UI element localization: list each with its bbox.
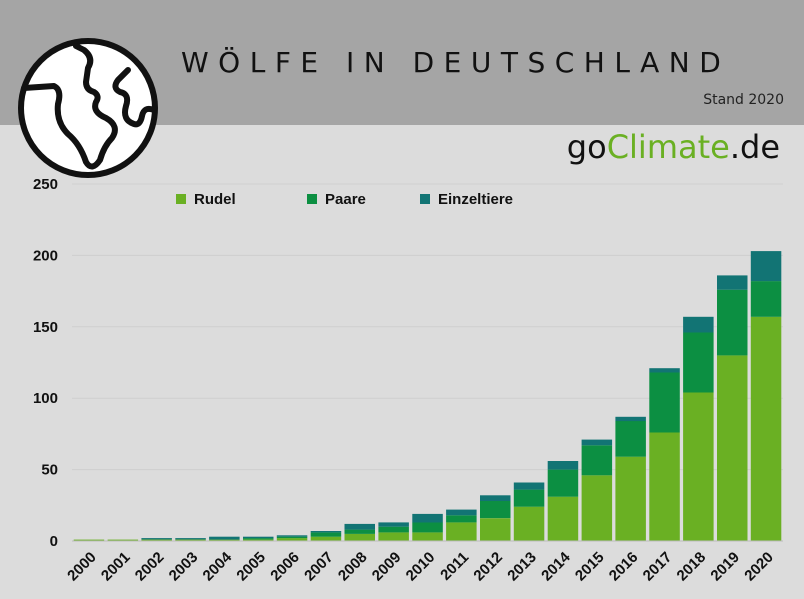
- chart-title: WÖLFE IN DEUTSCHLAND: [181, 46, 731, 79]
- bar-einzeltiere-2014: [547, 461, 579, 470]
- x-tick-2019: 2019: [707, 549, 743, 585]
- bar-rudel-2001: [107, 539, 139, 541]
- bar-rudel-2017: [649, 432, 680, 541]
- bar-rudel-2009: [378, 532, 409, 541]
- bar-einzeltiere-2004: [209, 536, 240, 540]
- x-tick-2001: 2001: [98, 549, 134, 585]
- brand-go: go: [566, 128, 607, 166]
- bar-rudel-2000: [73, 539, 105, 541]
- bar-paare-2020: [750, 281, 782, 317]
- bar-einzeltiere-2016: [615, 416, 646, 422]
- x-tick-2013: 2013: [504, 549, 540, 585]
- bar-paare-2016: [615, 421, 646, 457]
- bar-einzeltiere-2013: [513, 482, 545, 490]
- x-tick-2017: 2017: [640, 549, 676, 585]
- legend-swatch-einzeltiere: [420, 194, 430, 204]
- bar-rudel-2010: [412, 532, 443, 541]
- x-tick-2018: 2018: [674, 549, 710, 585]
- bar-paare-2006: [276, 536, 308, 539]
- bar-einzeltiere-2007: [310, 531, 342, 533]
- bar-rudel-2014: [547, 496, 579, 541]
- x-tick-2008: 2008: [335, 549, 371, 585]
- bar-paare-2019: [717, 289, 748, 356]
- x-tick-2003: 2003: [166, 549, 202, 585]
- bar-einzeltiere-2017: [649, 368, 680, 373]
- bar-einzeltiere-2010: [412, 513, 443, 523]
- x-tick-2002: 2002: [132, 549, 168, 585]
- legend-label-paare: Paare: [325, 191, 366, 208]
- y-tick-100: 100: [33, 390, 58, 407]
- x-tick-2000: 2000: [64, 549, 100, 585]
- bar-einzeltiere-2018: [683, 316, 714, 333]
- x-tick-2014: 2014: [538, 548, 574, 584]
- bar-rudel-2008: [344, 533, 375, 541]
- bar-paare-2005: [243, 538, 274, 540]
- x-tick-2010: 2010: [403, 549, 439, 585]
- y-tick-200: 200: [33, 247, 58, 264]
- x-tick-2020: 2020: [741, 549, 777, 585]
- bar-rudel-2002: [141, 539, 172, 541]
- bar-rudel-2005: [243, 539, 274, 541]
- legend-swatch-rudel: [176, 194, 186, 204]
- bar-rudel-2019: [717, 355, 748, 541]
- bar-paare-2010: [412, 522, 443, 533]
- legend-label-rudel: Rudel: [194, 191, 236, 208]
- bar-rudel-2011: [446, 522, 477, 541]
- bar-paare-2008: [344, 529, 375, 534]
- stand-label: Stand 2020: [703, 92, 784, 108]
- x-tick-2004: 2004: [200, 548, 236, 584]
- bar-rudel-2007: [310, 536, 342, 541]
- bar-paare-2007: [310, 532, 342, 537]
- x-tick-2012: 2012: [470, 549, 506, 585]
- bar-einzeltiere-2009: [378, 522, 409, 527]
- bar-rudel-2016: [615, 456, 646, 541]
- bar-rudel-2018: [683, 392, 714, 541]
- bar-paare-2015: [581, 445, 613, 476]
- bar-rudel-2003: [175, 539, 206, 541]
- bar-paare-2014: [547, 469, 579, 497]
- bar-einzeltiere-2005: [243, 536, 274, 539]
- bar-einzeltiere-2006: [276, 535, 308, 537]
- y-tick-250: 250: [33, 176, 58, 193]
- bar-einzeltiere-2002: [141, 538, 172, 540]
- bar-einzeltiere-2003: [175, 538, 206, 540]
- bar-paare-2011: [446, 515, 477, 523]
- x-tick-2007: 2007: [301, 549, 337, 585]
- brand-de: .de: [729, 128, 780, 166]
- bar-einzeltiere-2012: [480, 495, 511, 501]
- bar-rudel-2012: [480, 518, 511, 541]
- bar-paare-2017: [649, 372, 680, 433]
- legend-swatch-paare: [307, 194, 317, 204]
- bar-einzeltiere-2008: [344, 523, 375, 530]
- y-tick-0: 0: [50, 533, 58, 550]
- bar-einzeltiere-2020: [750, 251, 782, 282]
- bar-rudel-2006: [276, 538, 308, 541]
- bar-einzeltiere-2015: [581, 439, 613, 446]
- bar-paare-2013: [513, 489, 545, 507]
- bar-einzeltiere-2011: [446, 509, 477, 516]
- legend-label-einzeltiere: Einzeltiere: [438, 191, 513, 208]
- bar-rudel-2004: [209, 539, 240, 541]
- bar-paare-2009: [378, 526, 409, 533]
- y-tick-50: 50: [41, 462, 58, 479]
- bar-rudel-2015: [581, 475, 613, 541]
- globe-icon: [18, 38, 158, 178]
- brand-climate: Climate: [606, 128, 730, 166]
- bar-rudel-2020: [750, 316, 782, 541]
- x-tick-2009: 2009: [369, 549, 405, 585]
- x-tick-2005: 2005: [233, 549, 269, 585]
- brand-logo: goClimate.de: [567, 128, 780, 166]
- y-tick-150: 150: [33, 319, 58, 336]
- bar-paare-2018: [683, 332, 714, 393]
- bar-paare-2012: [480, 501, 511, 519]
- x-tick-2015: 2015: [572, 549, 608, 585]
- x-tick-2006: 2006: [267, 549, 303, 585]
- x-tick-2016: 2016: [606, 549, 642, 585]
- x-tick-2011: 2011: [437, 549, 472, 584]
- bar-rudel-2013: [513, 506, 545, 541]
- bar-einzeltiere-2019: [717, 275, 748, 290]
